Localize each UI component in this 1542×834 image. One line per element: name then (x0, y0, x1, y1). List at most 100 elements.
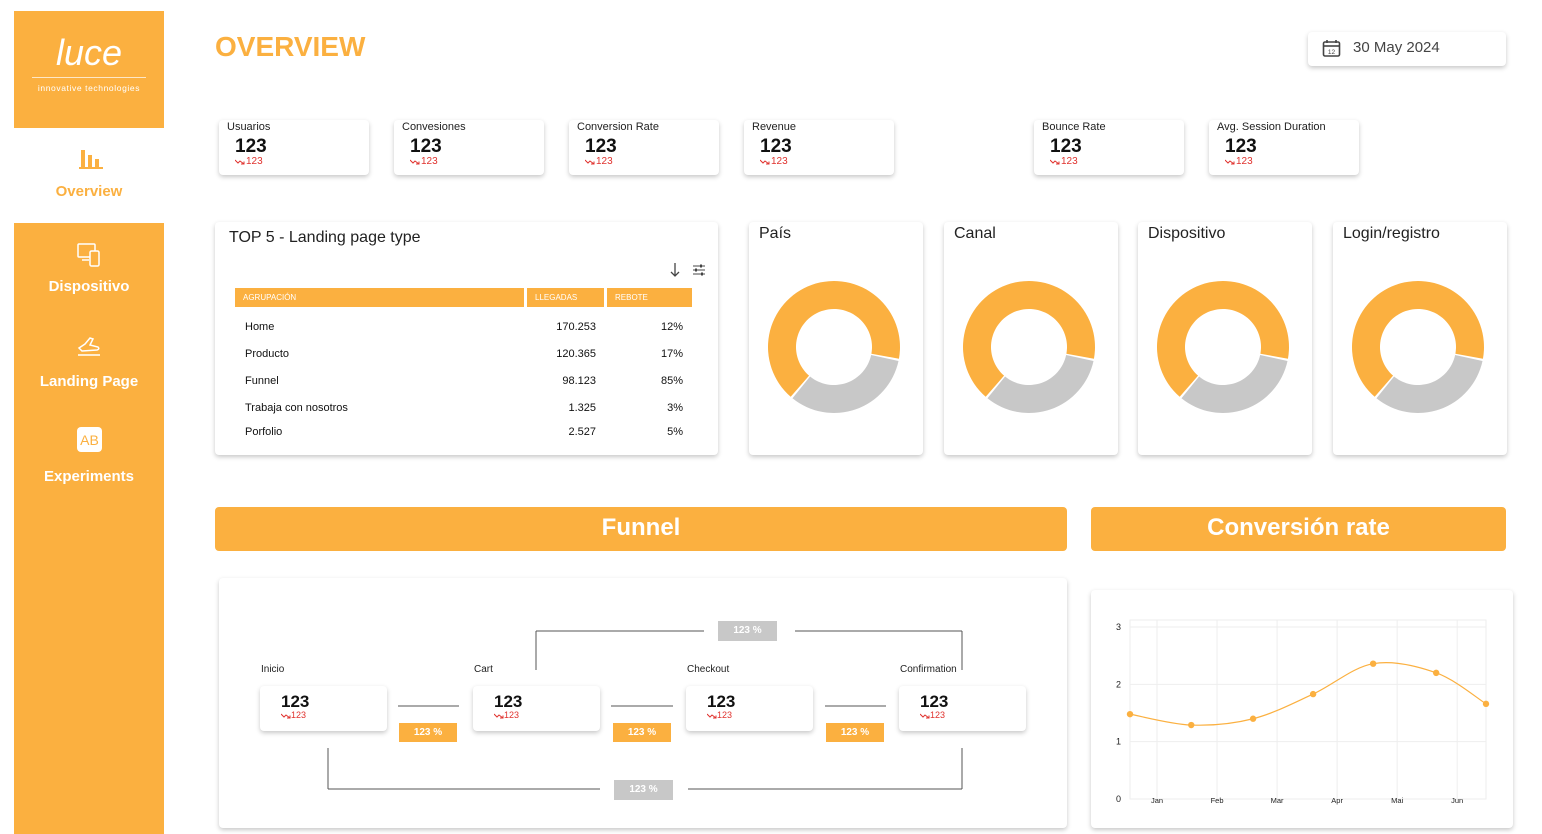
table-cell: 98.123 (562, 375, 596, 387)
kpi-label: Bounce Rate (1042, 121, 1106, 133)
kpi-label: Revenue (752, 121, 797, 133)
step-delta: 123 (717, 710, 733, 720)
delta-arrow (920, 713, 930, 719)
donut-card: País (749, 222, 923, 455)
icon-shape (241, 161, 245, 165)
kpi-card: Convesiones 123 123 (394, 120, 544, 175)
nav-item[interactable]: Landing Page (39, 373, 139, 390)
kpi-label: Conversion Rate (577, 121, 659, 133)
step-value: 123 (707, 692, 736, 711)
donut-title: Dispositivo (1148, 225, 1226, 242)
icon-shape (1225, 159, 1235, 165)
table-cell: 17% (660, 348, 683, 360)
step-label: Confirmation (900, 664, 957, 675)
logo: luce (55, 32, 123, 73)
kpi-label: Convesiones (402, 121, 466, 133)
icon-shape (81, 150, 85, 168)
delta-arrow (1050, 159, 1060, 165)
step-label: Checkout (687, 664, 730, 675)
kpi-label: Usuarios (227, 121, 271, 133)
step-rate-label: 123 % (413, 727, 443, 738)
step-value: 123 (281, 692, 310, 711)
kpi-value: 123 (585, 136, 617, 157)
date-picker[interactable]: 12 30 May 2024 (1308, 32, 1506, 66)
icon-shape (95, 159, 99, 168)
sidebar-nav (14, 223, 164, 834)
table-header: LLEGADAS (535, 293, 578, 302)
table-header: AGRUPACIÓN (243, 293, 297, 302)
step-card: 123 123 (473, 686, 600, 731)
step-rate: 123 % (399, 723, 457, 742)
step-value: 123 (494, 692, 523, 711)
icon-shape (79, 167, 103, 169)
kpi-delta: 123 (1061, 156, 1078, 167)
table-cell: 1.325 (568, 402, 596, 414)
kpi-delta: 123 (246, 156, 263, 167)
icon-shape (500, 715, 504, 719)
overall-rate-label: 123 % (629, 784, 658, 795)
conversion-title: Conversión rate (1207, 514, 1390, 541)
dispositivo-icon (77, 243, 100, 267)
table-header-cell (235, 288, 524, 307)
landing-table-card: TOP 5 - Landing page type AGRUPACIÓN LLEGA… (215, 222, 718, 455)
table-cell: 5% (667, 426, 683, 438)
icon-shape (695, 268, 697, 272)
icon-shape (281, 713, 291, 719)
table-header: REBOTE (615, 293, 648, 302)
icon-shape (701, 272, 703, 276)
kpi-card: Avg. Session Duration 123 123 (1209, 120, 1359, 175)
table-cell: Trabaja con nosotros (245, 402, 348, 414)
table-cell: Producto (245, 348, 290, 360)
icon-shape (235, 159, 245, 165)
icon-shape (1056, 161, 1060, 165)
icon-shape (1050, 159, 1060, 165)
logo-rule (32, 77, 146, 78)
filter-icon (693, 264, 705, 276)
funnel-title: Funnel (601, 514, 681, 541)
calendar-icon: 12 (1322, 40, 1341, 57)
nav-item[interactable]: Dispositivo (48, 278, 130, 295)
icon-shape (89, 250, 100, 267)
step-delta: 123 (291, 710, 307, 720)
donut-card: Canal (944, 222, 1118, 455)
step-rate: 123 % (613, 723, 671, 742)
icon-shape (287, 715, 291, 719)
kpi-delta: 123 (771, 156, 788, 167)
icon-shape (766, 161, 770, 165)
kpi-card: Bounce Rate 123 123 (1034, 120, 1184, 175)
table-cell: 120.365 (556, 348, 596, 360)
icon-shape (88, 155, 92, 168)
icon-shape (585, 159, 595, 165)
delta-arrow (281, 713, 291, 719)
kpi-delta: 123 (421, 156, 438, 167)
icon-shape (760, 159, 770, 165)
conversion-card (1091, 590, 1513, 828)
table-cell: 12% (660, 321, 683, 333)
table-header-cell (607, 288, 692, 307)
overall-rate: 123 % (718, 621, 777, 641)
delta-arrow (410, 159, 420, 165)
donut-card: Login/registro (1333, 222, 1507, 455)
nav-item[interactable]: Experiments (43, 468, 135, 485)
kpi-value: 123 (410, 136, 442, 157)
nav-item[interactable]: Overview (55, 183, 123, 200)
table-header-cell (527, 288, 604, 307)
icon-shape (707, 713, 717, 719)
table-cell: 85% (660, 375, 683, 387)
page-title: OVERVIEW (215, 31, 366, 62)
step-card: 123 123 (260, 686, 387, 731)
table-cell: 2.527 (568, 426, 596, 438)
kpi-value: 123 (1225, 136, 1257, 157)
icon-shape (670, 271, 680, 277)
experiments-icon: AB (77, 427, 102, 452)
landing-icon (77, 337, 100, 356)
step-card: 123 123 (899, 686, 1026, 731)
table-cell: Funnel (245, 375, 279, 387)
icon-shape: AB (80, 432, 99, 448)
step-delta: 123 (504, 710, 520, 720)
delta-arrow (585, 159, 595, 165)
table-title: TOP 5 - Landing page type (229, 229, 421, 246)
step-rate-label: 123 % (627, 727, 657, 738)
